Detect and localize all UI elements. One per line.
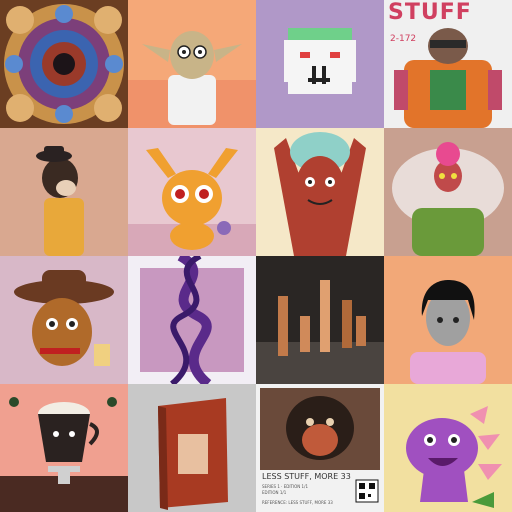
- tile-mech-pilot[interactable]: STUFF 2-172: [384, 0, 512, 128]
- cowboy-cow-image: [0, 128, 128, 256]
- tile-copper-bars[interactable]: [256, 256, 384, 384]
- tile-yoda-character[interactable]: [128, 0, 256, 128]
- purple-dino-image: [384, 384, 512, 512]
- cowboy-nugget-image: [0, 256, 128, 384]
- tile-rain-face[interactable]: [256, 128, 384, 256]
- poster-reference: REFERENCE: LESS STUFF, MORE 33: [262, 500, 333, 505]
- tile-pixel-monkey-poster[interactable]: LESS STUFF, MORE 33 SERIES 1 · EDITION 1…: [256, 384, 384, 512]
- tile-muscle-alien[interactable]: [384, 128, 512, 256]
- mech-title: STUFF: [388, 0, 472, 25]
- tile-fractal-art[interactable]: [0, 0, 128, 128]
- pixel-monkey-image: [256, 384, 384, 512]
- mech-code: 2-172: [390, 34, 417, 44]
- tile-cowboy-nugget[interactable]: [0, 256, 128, 384]
- red-book-image: [128, 384, 256, 512]
- tile-orange-bunny-monster[interactable]: [128, 128, 256, 256]
- orange-bunny-image: [128, 128, 256, 256]
- dna-helix-image: [128, 256, 256, 384]
- poster-title: LESS STUFF, MORE 33: [262, 472, 351, 481]
- fractal-image: [0, 0, 128, 128]
- copper-bars-image: [256, 256, 384, 384]
- tile-cowboy-cow[interactable]: [0, 128, 128, 256]
- cup-character-image: [0, 384, 128, 512]
- poster-edition: EDITION 1/1: [262, 490, 287, 495]
- mech-pilot-image: [384, 0, 512, 128]
- rain-face-image: [256, 128, 384, 256]
- tile-cup-character[interactable]: [0, 384, 128, 512]
- tile-pixel-ghost[interactable]: [256, 0, 384, 128]
- tile-black-hair-man[interactable]: [384, 256, 512, 384]
- black-hair-man-image: [384, 256, 512, 384]
- tile-purple-dino[interactable]: [384, 384, 512, 512]
- pixel-ghost-image: [256, 0, 384, 128]
- tile-red-book[interactable]: [128, 384, 256, 512]
- yoda-image: [128, 0, 256, 128]
- muscle-alien-image: [384, 128, 512, 256]
- tile-dna-helix[interactable]: [128, 256, 256, 384]
- poster-series: SERIES 1 · EDITION 1/1: [262, 484, 308, 489]
